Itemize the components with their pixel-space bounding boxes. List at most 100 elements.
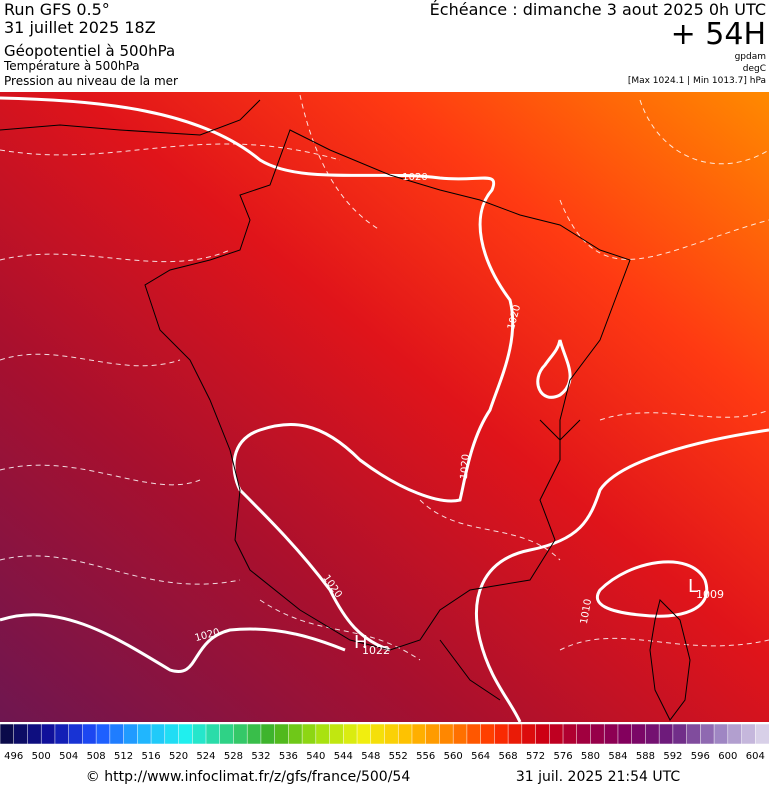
color-swatch bbox=[95, 723, 111, 745]
color-swatch bbox=[521, 723, 537, 745]
title: Géopotentiel à 500hPa bbox=[4, 42, 175, 60]
color-swatch bbox=[205, 723, 221, 745]
color-swatch bbox=[274, 723, 290, 745]
high-symbol: H bbox=[354, 632, 368, 653]
color-swatch bbox=[233, 723, 248, 745]
unit: gpdam bbox=[735, 52, 766, 62]
color-swatch bbox=[755, 723, 769, 745]
color-swatch bbox=[658, 723, 674, 745]
color-swatch bbox=[686, 723, 702, 745]
color-swatch bbox=[645, 723, 660, 745]
color-swatch bbox=[246, 723, 262, 745]
color-swatch bbox=[40, 723, 56, 745]
color-swatch bbox=[27, 723, 42, 745]
temperature-contours bbox=[0, 94, 769, 661]
color-swatch bbox=[741, 723, 757, 745]
color-scale-label: 588 bbox=[636, 751, 655, 762]
color-scale-label: 500 bbox=[32, 751, 51, 762]
map-background bbox=[0, 92, 769, 722]
color-scale-label: 548 bbox=[361, 751, 380, 762]
coastline bbox=[0, 99, 691, 721]
color-scale-label: 568 bbox=[499, 751, 518, 762]
isobar bbox=[536, 339, 572, 399]
color-swatch bbox=[411, 723, 427, 745]
color-scale-label: 516 bbox=[142, 751, 161, 762]
color-swatch bbox=[109, 723, 125, 745]
color-swatch bbox=[260, 723, 276, 745]
run: Run GFS 0.5° bbox=[4, 0, 110, 19]
color-swatch bbox=[727, 723, 743, 745]
color-swatch bbox=[343, 723, 358, 745]
echeance: Échéance : dimanche 3 aout 2025 0h UTC bbox=[430, 0, 766, 19]
color-scale-label: 552 bbox=[389, 751, 408, 762]
color-scale-label: 592 bbox=[663, 751, 682, 762]
pressure-range: [Max 1024.1 | Min 1013.7] hPa bbox=[628, 76, 766, 86]
subtitle: Température à 500hPa bbox=[3, 59, 140, 73]
color-swatch bbox=[315, 723, 331, 745]
color-scale-label: 560 bbox=[444, 751, 463, 762]
color-swatch bbox=[329, 723, 345, 745]
color-scale-label: 564 bbox=[471, 751, 490, 762]
color-swatch bbox=[466, 723, 482, 745]
color-swatch bbox=[507, 723, 523, 745]
color-swatch bbox=[164, 723, 180, 745]
color-scale-label: 556 bbox=[416, 751, 435, 762]
color-scale-label: 540 bbox=[306, 751, 325, 762]
color-scale-label: 580 bbox=[581, 751, 600, 762]
run-date: 31 juillet 2025 18Z bbox=[4, 18, 156, 37]
color-scale-label: 572 bbox=[526, 751, 545, 762]
color-swatch bbox=[631, 723, 647, 745]
color-scale-label: 496 bbox=[4, 751, 23, 762]
color-swatch bbox=[150, 723, 166, 745]
color-scale-label: 604 bbox=[746, 751, 765, 762]
isobar-label: 1010 bbox=[579, 598, 594, 625]
footer-url: © http://www.infoclimat.fr/z/gfs/france/… bbox=[86, 769, 411, 785]
color-swatch bbox=[137, 723, 152, 745]
color-scale-label: 600 bbox=[718, 751, 737, 762]
color-swatch bbox=[68, 723, 84, 745]
color-swatch bbox=[439, 723, 454, 745]
color-swatch bbox=[13, 723, 29, 745]
color-scale-label: 512 bbox=[114, 751, 133, 762]
horizon: + 54H bbox=[671, 17, 766, 52]
color-swatch bbox=[370, 723, 386, 745]
color-swatch bbox=[123, 723, 139, 745]
color-swatch bbox=[356, 723, 372, 745]
color-swatch bbox=[288, 723, 303, 745]
color-swatch bbox=[603, 723, 619, 745]
color-swatch bbox=[535, 723, 551, 745]
color-swatch bbox=[713, 723, 729, 745]
color-swatch bbox=[192, 723, 207, 745]
isobar-label: 1020 bbox=[402, 172, 427, 183]
color-scale-label: 536 bbox=[279, 751, 298, 762]
unit: degC bbox=[743, 64, 766, 74]
color-swatch bbox=[82, 723, 97, 745]
color-swatch bbox=[494, 723, 509, 745]
color-swatch bbox=[590, 723, 605, 745]
color-swatch bbox=[0, 723, 15, 745]
color-swatch bbox=[178, 723, 193, 745]
color-swatch bbox=[576, 723, 592, 745]
france-outline bbox=[144, 129, 631, 651]
color-scale-label: 520 bbox=[169, 751, 188, 762]
map bbox=[0, 92, 769, 723]
subtitle: Pression au niveau de la mer bbox=[4, 74, 178, 88]
color-swatch bbox=[384, 723, 399, 745]
color-swatch bbox=[562, 723, 578, 745]
high-value: 1022 bbox=[362, 644, 390, 657]
color-scale-label: 576 bbox=[553, 751, 572, 762]
color-scale-label: 508 bbox=[87, 751, 106, 762]
color-swatch bbox=[672, 723, 688, 745]
color-swatch bbox=[54, 723, 70, 745]
footer-timestamp: 31 juil. 2025 21:54 UTC bbox=[516, 769, 681, 785]
color-scale-label: 528 bbox=[224, 751, 243, 762]
color-swatch bbox=[425, 723, 441, 745]
color-scale-label: 584 bbox=[608, 751, 627, 762]
color-swatch bbox=[397, 723, 413, 745]
color-scale-label: 504 bbox=[59, 751, 78, 762]
color-swatch bbox=[480, 723, 496, 745]
color-scale-label: 544 bbox=[334, 751, 353, 762]
color-scale-label: 524 bbox=[196, 751, 215, 762]
color-swatch bbox=[452, 723, 468, 745]
